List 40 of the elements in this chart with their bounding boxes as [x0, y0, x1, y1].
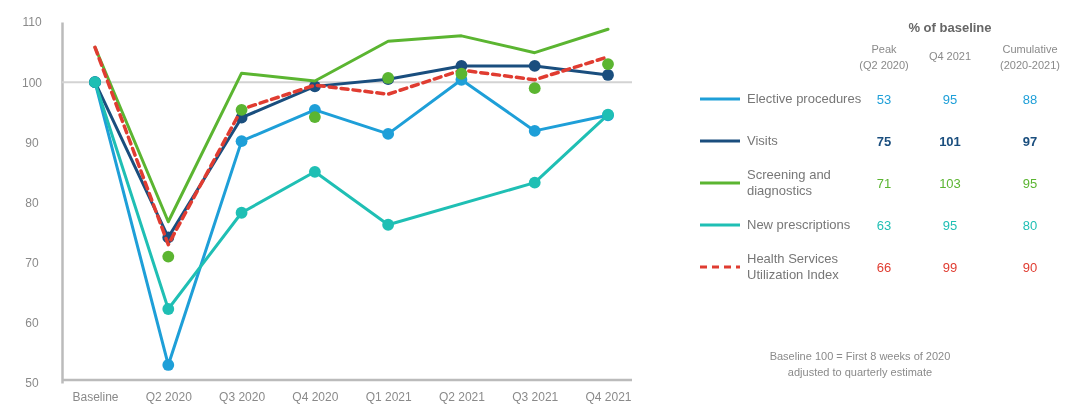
y-tick-label: 110	[22, 15, 42, 30]
y-tick-label: 50	[25, 376, 39, 391]
y-tick-label: 80	[25, 195, 39, 210]
text: 80	[1022, 218, 1038, 233]
text: Q4 2021	[928, 50, 972, 62]
text: Cumulative (2020-2021)	[1000, 43, 1060, 71]
x-tick-label: Q3 2020	[219, 389, 266, 404]
text: 75	[876, 134, 892, 149]
legend-label: Screening and diagnostics	[747, 167, 831, 198]
text: 101	[939, 134, 961, 149]
x-tick-label: Q4 2021	[585, 389, 632, 404]
text: 66	[876, 260, 892, 275]
legend-label: New prescriptions	[747, 217, 851, 232]
text: 71	[876, 176, 892, 191]
legend-label: Elective procedures	[747, 91, 862, 106]
x-tick-label: Q4 2020	[292, 389, 339, 404]
text: 53	[876, 92, 892, 107]
x-tick-label: Q3 2021	[512, 389, 559, 404]
text: 95	[942, 92, 958, 107]
y-tick-label: 100	[21, 75, 43, 90]
text: 95	[1022, 176, 1038, 191]
x-tick-label: Q1 2021	[365, 389, 412, 404]
text: Peak (Q2 2020)	[859, 43, 909, 71]
text: 99	[942, 260, 958, 275]
legend-title: % of baseline	[908, 20, 992, 35]
x-tick-label: Q2 2021	[438, 389, 486, 404]
y-tick-label: 70	[25, 256, 39, 271]
x-tick-label: Q2 2020	[145, 389, 193, 404]
text: 103	[939, 176, 961, 191]
legend-label: Visits	[747, 133, 779, 148]
text: 90	[1022, 260, 1038, 275]
x-tick-label: Baseline	[72, 389, 119, 404]
text: Baseline 100 = First 8 weeks of 2020 adjusted to quarterly estimate	[769, 350, 951, 378]
text: 88	[1022, 92, 1038, 107]
text: 97	[1022, 134, 1038, 149]
legend-label: Health Services Utilization Index	[747, 251, 840, 282]
y-tick-label: 60	[25, 316, 39, 331]
text: 63	[876, 218, 892, 233]
text: 95	[942, 218, 958, 233]
y-tick-label: 90	[25, 135, 39, 150]
